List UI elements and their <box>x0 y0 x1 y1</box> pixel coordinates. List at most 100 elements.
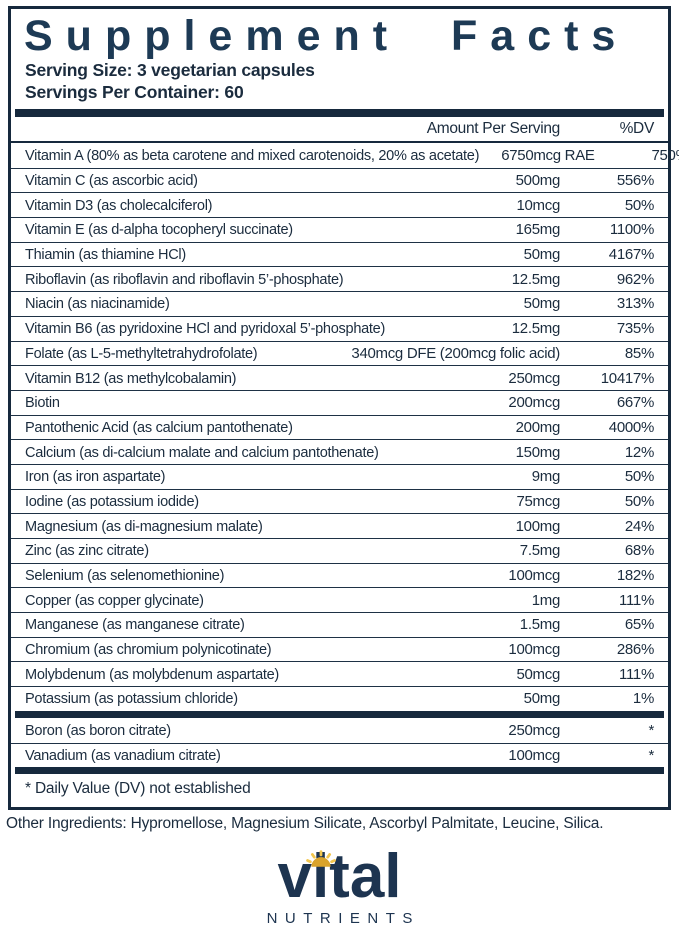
table-row: Calcium (as di-calcium malate and calciu… <box>11 439 668 464</box>
table-row: Boron (as boron citrate) 250mcg * <box>11 718 668 743</box>
secondary-nutrient-rows: Boron (as boron citrate) 250mcg * Vanadi… <box>11 718 668 767</box>
table-row: Vitamin E (as d-alpha tocopheryl succina… <box>11 217 668 242</box>
table-row: Chromium (as chromium polynicotinate) 10… <box>11 636 668 662</box>
table-row: Vitamin B6 (as pyridoxine HCl and pyrido… <box>11 315 668 341</box>
serving-size: Serving Size: 3 vegetarian capsules <box>25 60 315 80</box>
nutrient-amount: 50mcg <box>516 665 560 683</box>
serving-info: Serving Size: 3 vegetarian capsules Serv… <box>11 59 668 109</box>
nutrient-name: Selenium (as selenomethionine) <box>25 567 225 585</box>
nutrient-dv: 182% <box>616 567 654 585</box>
nutrient-name: Vitamin D3 (as cholecalciferol) <box>25 196 213 214</box>
table-row: Manganese (as manganese citrate) 1.5mg 6… <box>11 612 668 637</box>
nutrient-amount: 250mcg <box>508 369 560 387</box>
table-row: Vanadium (as vanadium citrate) 100mcg * <box>11 742 668 768</box>
nutrient-amount: 1.5mg <box>519 616 561 634</box>
nutrient-amount: 50mg <box>523 295 561 313</box>
nutrient-dv: 24% <box>624 517 654 535</box>
nutrient-dv: 4167% <box>608 246 655 264</box>
nutrient-amount: 150mg <box>515 443 561 461</box>
nutrient-name: Chromium (as chromium polynicotinate) <box>25 641 272 659</box>
nutrient-name: Manganese (as manganese citrate) <box>25 616 245 634</box>
nutrient-dv: 750% <box>651 146 679 164</box>
nutrient-name: Vanadium (as vanadium citrate) <box>25 746 221 764</box>
nutrient-amount: 200mg <box>515 418 561 436</box>
nutrient-rows: Vitamin A (80% as beta carotene and mixe… <box>11 143 679 711</box>
nutrient-amount: 10mcg <box>516 196 560 214</box>
panel-title: Supplement Facts <box>24 12 629 59</box>
nutrient-name: Vitamin E (as d-alpha tocopheryl succina… <box>25 221 293 239</box>
table-row: Potassium (as potassium chloride) 50mg 1… <box>11 686 668 711</box>
logo-letters-tal: tal <box>329 842 402 911</box>
divider-bar-middle <box>15 710 664 718</box>
nutrient-amount: 9mg <box>531 468 561 486</box>
nutrient-dv: 1% <box>632 690 654 708</box>
nutrient-amount: 340mcg DFE (200mcg folic acid) <box>351 344 560 362</box>
nutrient-dv: 667% <box>616 394 654 412</box>
table-row: Thiamin (as thiamine HCl) 50mg 4167% <box>11 241 668 267</box>
table-row: Magnesium (as di-magnesium malate) 100mg… <box>11 513 668 538</box>
nutrient-dv: 286% <box>616 641 654 659</box>
nutrient-name: Riboflavin (as riboflavin and riboflavin… <box>25 270 344 288</box>
nutrient-dv: 50% <box>624 468 654 486</box>
nutrient-name: Iodine (as potassium iodide) <box>25 492 199 510</box>
table-row: Niacin (as niacinamide) 50mg 313% <box>11 291 668 316</box>
nutrient-dv: 68% <box>624 542 654 560</box>
nutrient-dv: * <box>648 721 654 739</box>
nutrient-dv: 1100% <box>609 221 654 239</box>
table-row: Zinc (as zinc citrate) 7.5mg 68% <box>11 538 668 563</box>
nutrient-amount: 50mg <box>523 690 561 708</box>
nutrient-dv: 10417% <box>600 369 655 387</box>
nutrient-amount: 7.5mg <box>519 542 561 560</box>
servings-per-container: Servings Per Container: 60 <box>25 81 244 102</box>
nutrient-amount: 200mcg <box>508 394 560 412</box>
table-row: Vitamin B12 (as methylcobalamin) 250mcg … <box>11 365 668 390</box>
nutrient-amount: 250mcg <box>508 721 560 739</box>
nutrient-dv: 12% <box>624 443 654 461</box>
logo-letter-v: v <box>277 842 312 911</box>
nutrient-dv: 4000% <box>608 418 655 436</box>
nutrient-dv: 735% <box>616 320 654 338</box>
nutrient-name: Vitamin B6 (as pyridoxine HCl and pyrido… <box>25 320 386 338</box>
table-header: Amount Per Serving %DV <box>11 117 668 143</box>
logo-letter-i: i <box>305 846 336 908</box>
nutrient-name: Molybdenum (as molybdenum aspartate) <box>25 665 279 683</box>
table-row: Pantothenic Acid (as calcium pantothenat… <box>11 414 668 440</box>
nutrient-dv: 50% <box>624 196 654 214</box>
table-row: Iron (as iron aspartate) 9mg 50% <box>11 463 668 489</box>
nutrient-name: Vitamin B12 (as methylcobalamin) <box>25 369 237 387</box>
nutrient-amount: 6750mcg RAE <box>501 146 595 164</box>
nutrient-name: Iron (as iron aspartate) <box>25 468 166 486</box>
nutrient-name: Thiamin (as thiamine HCl) <box>25 246 186 264</box>
nutrient-name: Vitamin A (80% as beta carotene and mixe… <box>25 146 480 164</box>
table-row: Vitamin D3 (as cholecalciferol) 10mcg 50… <box>11 192 668 217</box>
table-row: Vitamin C (as ascorbic acid) 500mg 556% <box>11 167 668 193</box>
nutrient-amount: 100mcg <box>508 567 560 585</box>
nutrient-amount: 12.5mg <box>511 270 561 288</box>
logo-wordmark: v ital <box>277 846 401 908</box>
nutrient-name: Pantothenic Acid (as calcium pantothenat… <box>25 418 293 436</box>
col-header-dv: %DV <box>619 120 655 137</box>
nutrient-amount: 12.5mg <box>511 320 561 338</box>
nutrient-name: Vitamin C (as ascorbic acid) <box>25 172 198 190</box>
table-row: Folate (as L-5-methyltetrahydrofolate) 3… <box>11 340 668 366</box>
nutrient-amount: 500mg <box>515 172 561 190</box>
divider-bar-bottom <box>15 767 664 775</box>
nutrient-name: Biotin <box>25 394 60 412</box>
nutrient-amount: 100mcg <box>508 641 560 659</box>
nutrient-dv: * <box>648 746 654 764</box>
table-row: Vitamin A (80% as beta carotene and mixe… <box>11 143 679 168</box>
nutrient-dv: 50% <box>624 492 654 510</box>
table-row: Iodine (as potassium iodide) 75mcg 50% <box>11 488 668 514</box>
nutrient-dv: 111% <box>619 591 654 609</box>
nutrient-amount: 50mg <box>523 246 561 264</box>
nutrient-name: Folate (as L-5-methyltetrahydrofolate) <box>25 344 258 362</box>
col-header-amount: Amount Per Serving <box>426 120 561 137</box>
nutrient-name: Boron (as boron citrate) <box>25 721 171 739</box>
vital-nutrients-logo: v ital NUTRIENTS <box>0 846 679 928</box>
nutrient-name: Copper (as copper glycinate) <box>25 591 204 609</box>
nutrient-name: Magnesium (as di-magnesium malate) <box>25 517 263 535</box>
nutrient-name: Zinc (as zinc citrate) <box>25 542 149 560</box>
other-ingredients: Other Ingredients: Hypromellose, Magnesi… <box>6 815 604 832</box>
nutrient-name: Potassium (as potassium chloride) <box>25 690 238 708</box>
table-row: Biotin 200mcg 667% <box>11 389 668 415</box>
